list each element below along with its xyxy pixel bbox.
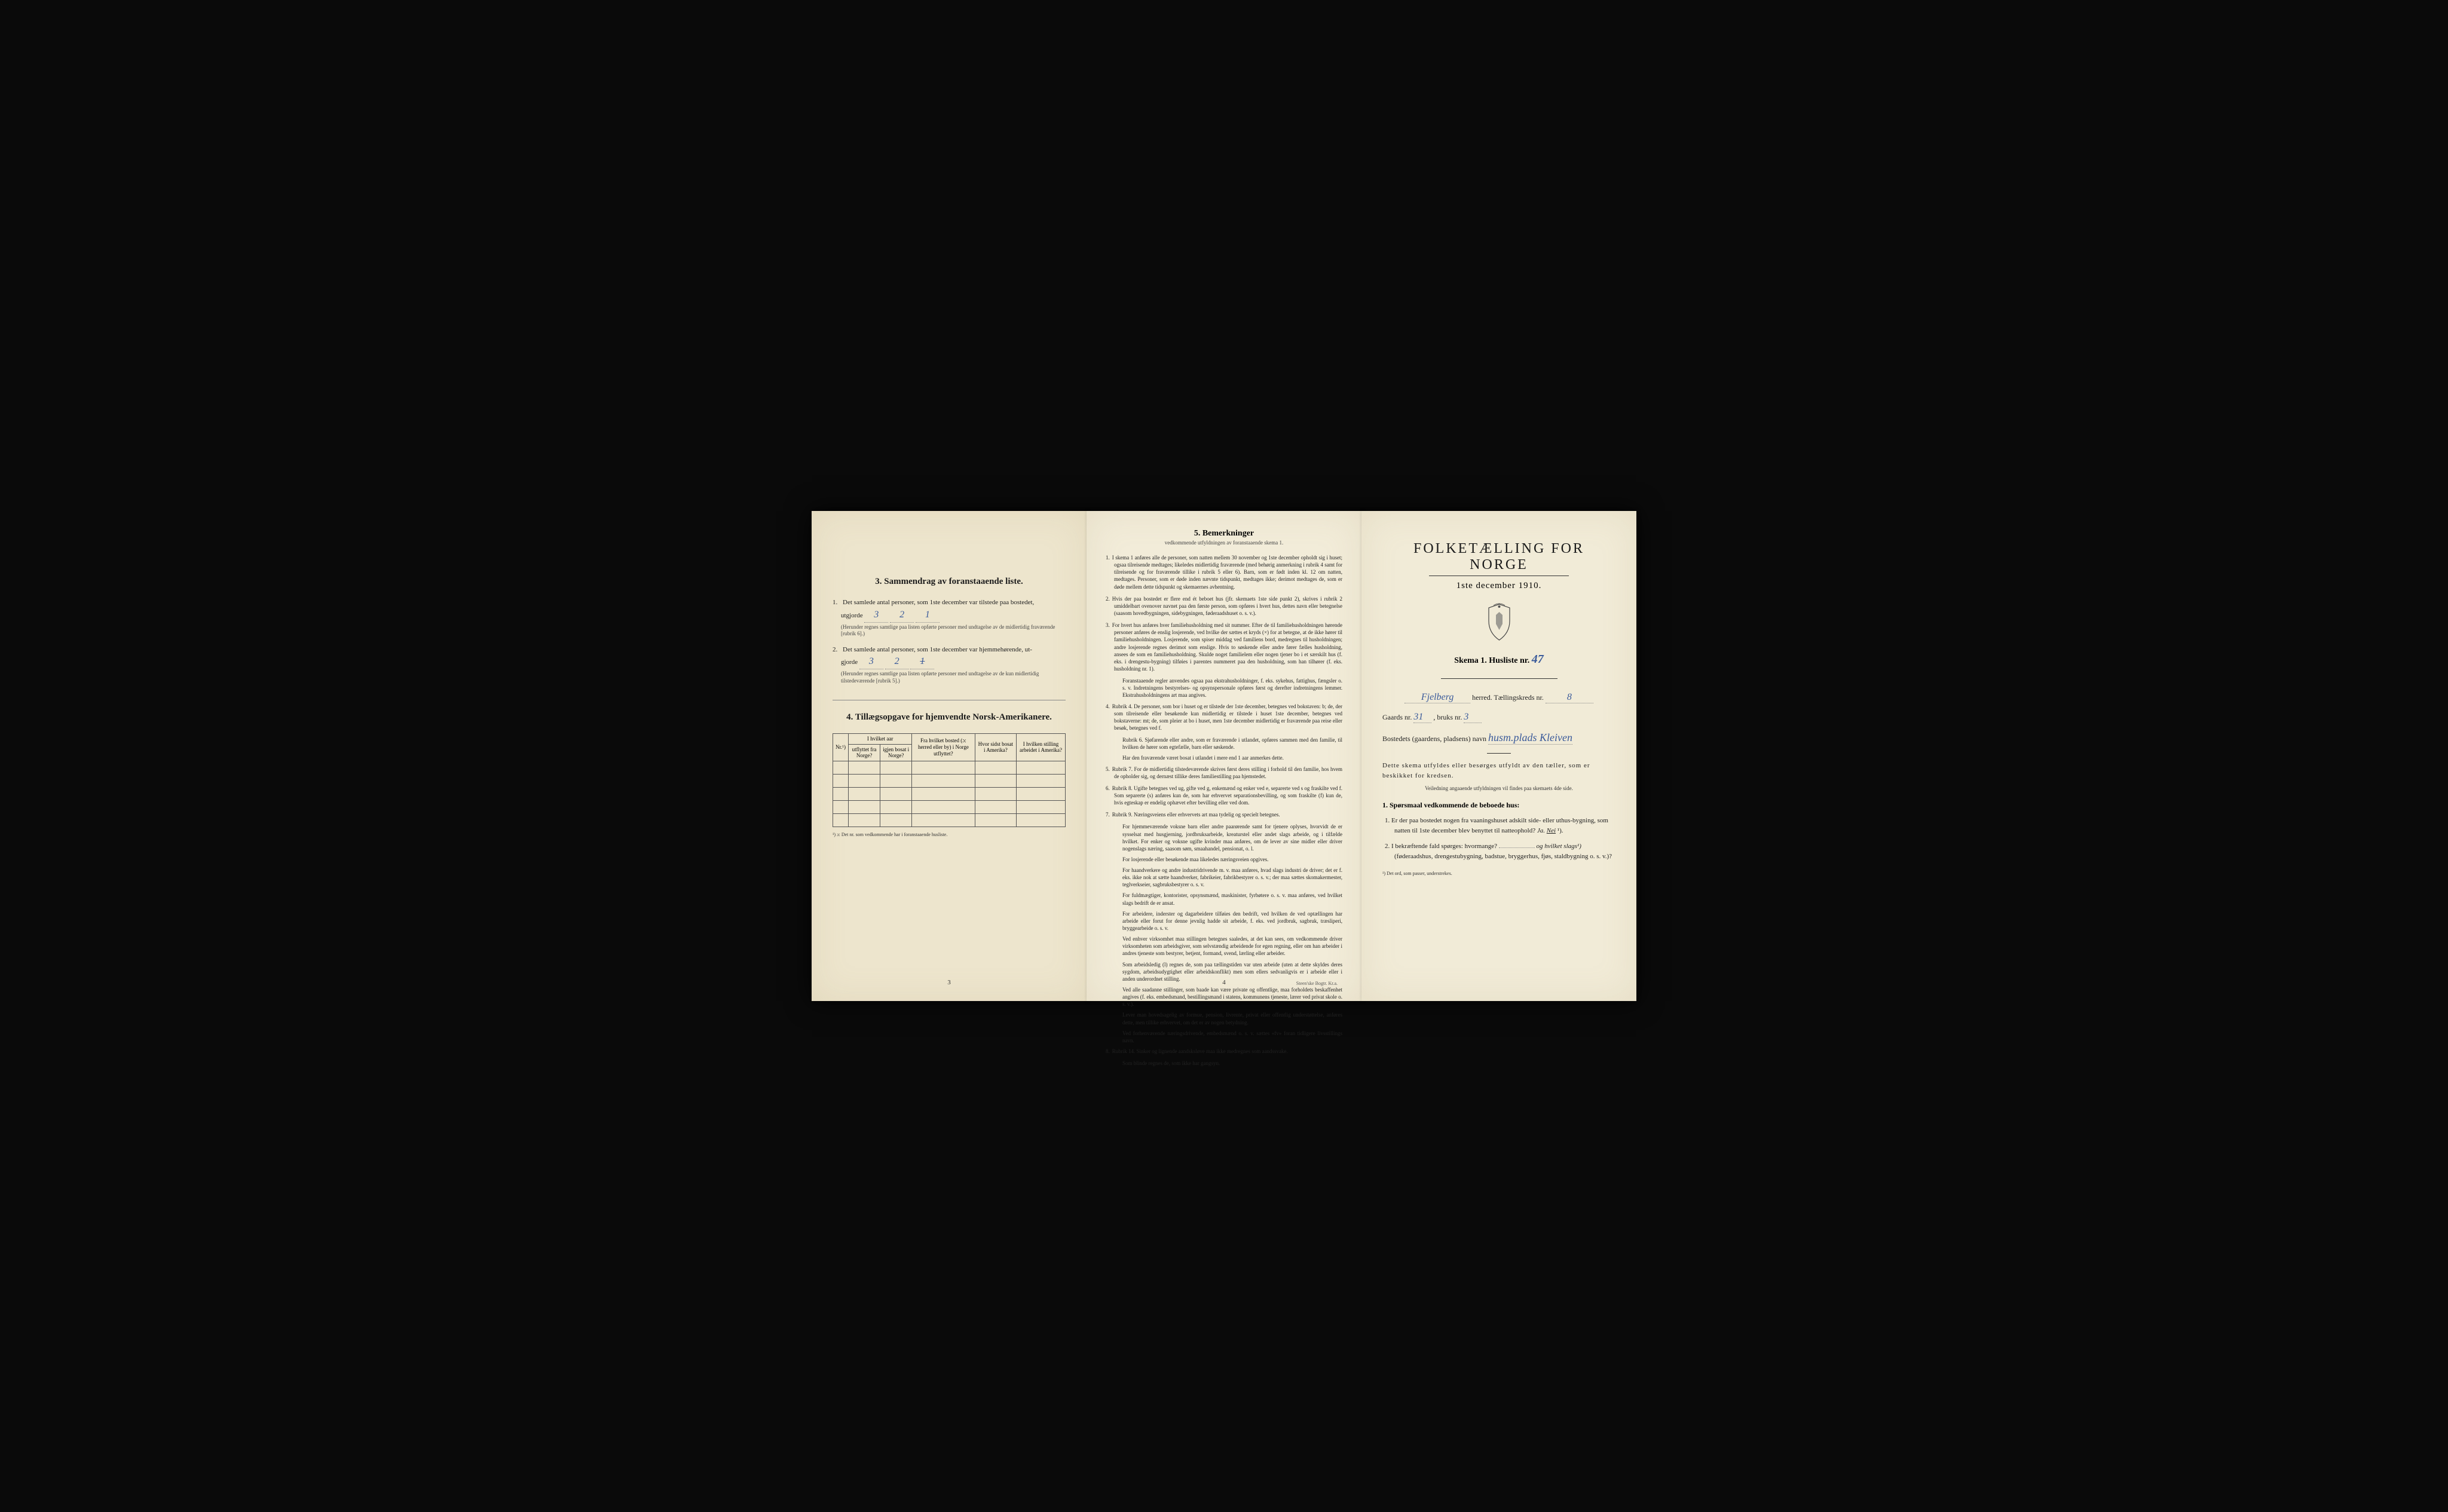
coat-of-arms-icon: [1483, 603, 1516, 642]
bosted-row: Bostedets (gaardens, pladsens) navn husm…: [1382, 731, 1615, 745]
remarks-subtitle: vedkommende utfyldningen av foranstaaend…: [1106, 540, 1342, 546]
table-row: [833, 801, 1066, 814]
census-document: 3. Sammendrag av foranstaaende liste. 1.…: [812, 511, 1636, 1001]
main-title: FOLKETÆLLING FOR NORGE: [1382, 541, 1615, 573]
remark-1: 1.I skema 1 anføres alle de personer, so…: [1106, 554, 1342, 590]
remark-2: 2.Hvis der paa bostedet er flere end ét …: [1106, 595, 1342, 617]
page-number: 3: [947, 979, 951, 986]
table-row: [833, 788, 1066, 801]
fill-instruction: Dette skema utfyldes eller besørges utfy…: [1382, 761, 1615, 781]
question-header: 1. Spørsmaal vedkommende de beboede hus:: [1382, 801, 1615, 810]
gaard-row: Gaards nr. 31 , bruks nr. 3: [1382, 712, 1615, 723]
emigrant-table: Nr.¹) I hvilket aar Fra hvilket bosted (…: [833, 733, 1066, 827]
remark-3: 3.For hvert hus anføres hver familiehush…: [1106, 622, 1342, 672]
page-1-cover: FOLKETÆLLING FOR NORGE 1ste december 191…: [1361, 511, 1636, 1001]
question-1: 1. Er der paa bostedet nogen fra vaaning…: [1382, 816, 1615, 835]
table-row: [833, 775, 1066, 788]
remarks-title: 5. Bemerkninger: [1106, 529, 1342, 538]
remark-8: 8.Rubrik 14. Sinker og lignende aandsksl…: [1106, 1048, 1342, 1055]
table-row: [833, 814, 1066, 827]
section-4-title: 4. Tillægsopgave for hjemvendte Norsk-Am…: [833, 712, 1066, 723]
item-1: 1. Det samlede antal personer, som 1ste …: [833, 598, 1066, 638]
census-date: 1ste december 1910.: [1382, 581, 1615, 591]
schema-line: Skema 1. Husliste nr. 47: [1382, 653, 1615, 666]
page-4: 5. Bemerkninger vedkommende utfyldningen…: [1087, 511, 1361, 1001]
item-2: 2. Det samlede antal personer, som 1ste …: [833, 645, 1066, 685]
remark-7: 7.Rubrik 9. Næringsveiens eller erhverve…: [1106, 811, 1342, 818]
printer-info: Steen'ske Bogtr. Kr.a.: [1296, 981, 1338, 986]
remark-6: 6.Rubrik 8. Ugifte betegnes ved ug, gift…: [1106, 785, 1342, 806]
page-3: 3. Sammendrag av foranstaaende liste. 1.…: [812, 511, 1087, 1001]
remark-5: 5.Rubrik 7. For de midlertidig tilstedev…: [1106, 766, 1342, 780]
footnote: ¹) ɔ: Det nr. som vedkommende har i fora…: [833, 832, 1066, 837]
herred-row: Fjelberg herred. Tællingskreds nr. 8: [1382, 692, 1615, 703]
question-2: 2. I bekræftende fald spørges: hvormange…: [1382, 841, 1615, 861]
sub-instruction: Veiledning angaaende utfyldningen vil fi…: [1382, 785, 1615, 791]
section-3-title: 3. Sammendrag av foranstaaende liste.: [833, 577, 1066, 587]
footnote-p3: ¹) Det ord, som passer, understrekes.: [1382, 871, 1615, 876]
table-row: [833, 761, 1066, 775]
remark-4: 4.Rubrik 4. De personer, som bor i huset…: [1106, 703, 1342, 732]
page-number: 4: [1222, 979, 1226, 986]
